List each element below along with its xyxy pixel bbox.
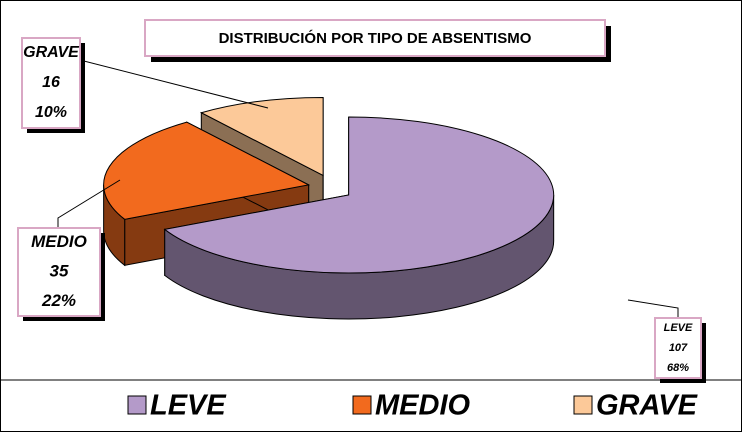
data-label-name: GRAVE (23, 44, 80, 61)
legend-swatch (127, 395, 147, 415)
slice (103, 121, 311, 220)
data-label-percent: 10% (35, 104, 67, 121)
data-label-percent: 22% (41, 291, 76, 310)
data-label-value: 107 (669, 342, 688, 354)
slice (199, 96, 324, 177)
legend-swatch (573, 395, 593, 415)
legend-label: LEVE (150, 390, 227, 422)
data-label-value: 35 (50, 261, 69, 280)
label-box (17, 227, 101, 317)
data-label-name: LEVE (664, 322, 693, 334)
label-box (654, 317, 702, 379)
legend-label: MEDIO (375, 390, 471, 422)
legend-label: GRAVE (596, 390, 699, 422)
legend-swatch (352, 395, 372, 415)
label-box (21, 37, 81, 129)
data-label-percent: 68% (667, 362, 689, 374)
chart-title: DISTRIBUCIÓN POR TIPO DE ABSENTISMO (219, 29, 532, 47)
slice (163, 116, 555, 274)
leader-line (627, 299, 679, 318)
leader-line (57, 179, 121, 228)
data-label-value: 16 (42, 74, 60, 91)
data-label-name: MEDIO (31, 232, 87, 251)
title-box (144, 19, 606, 57)
